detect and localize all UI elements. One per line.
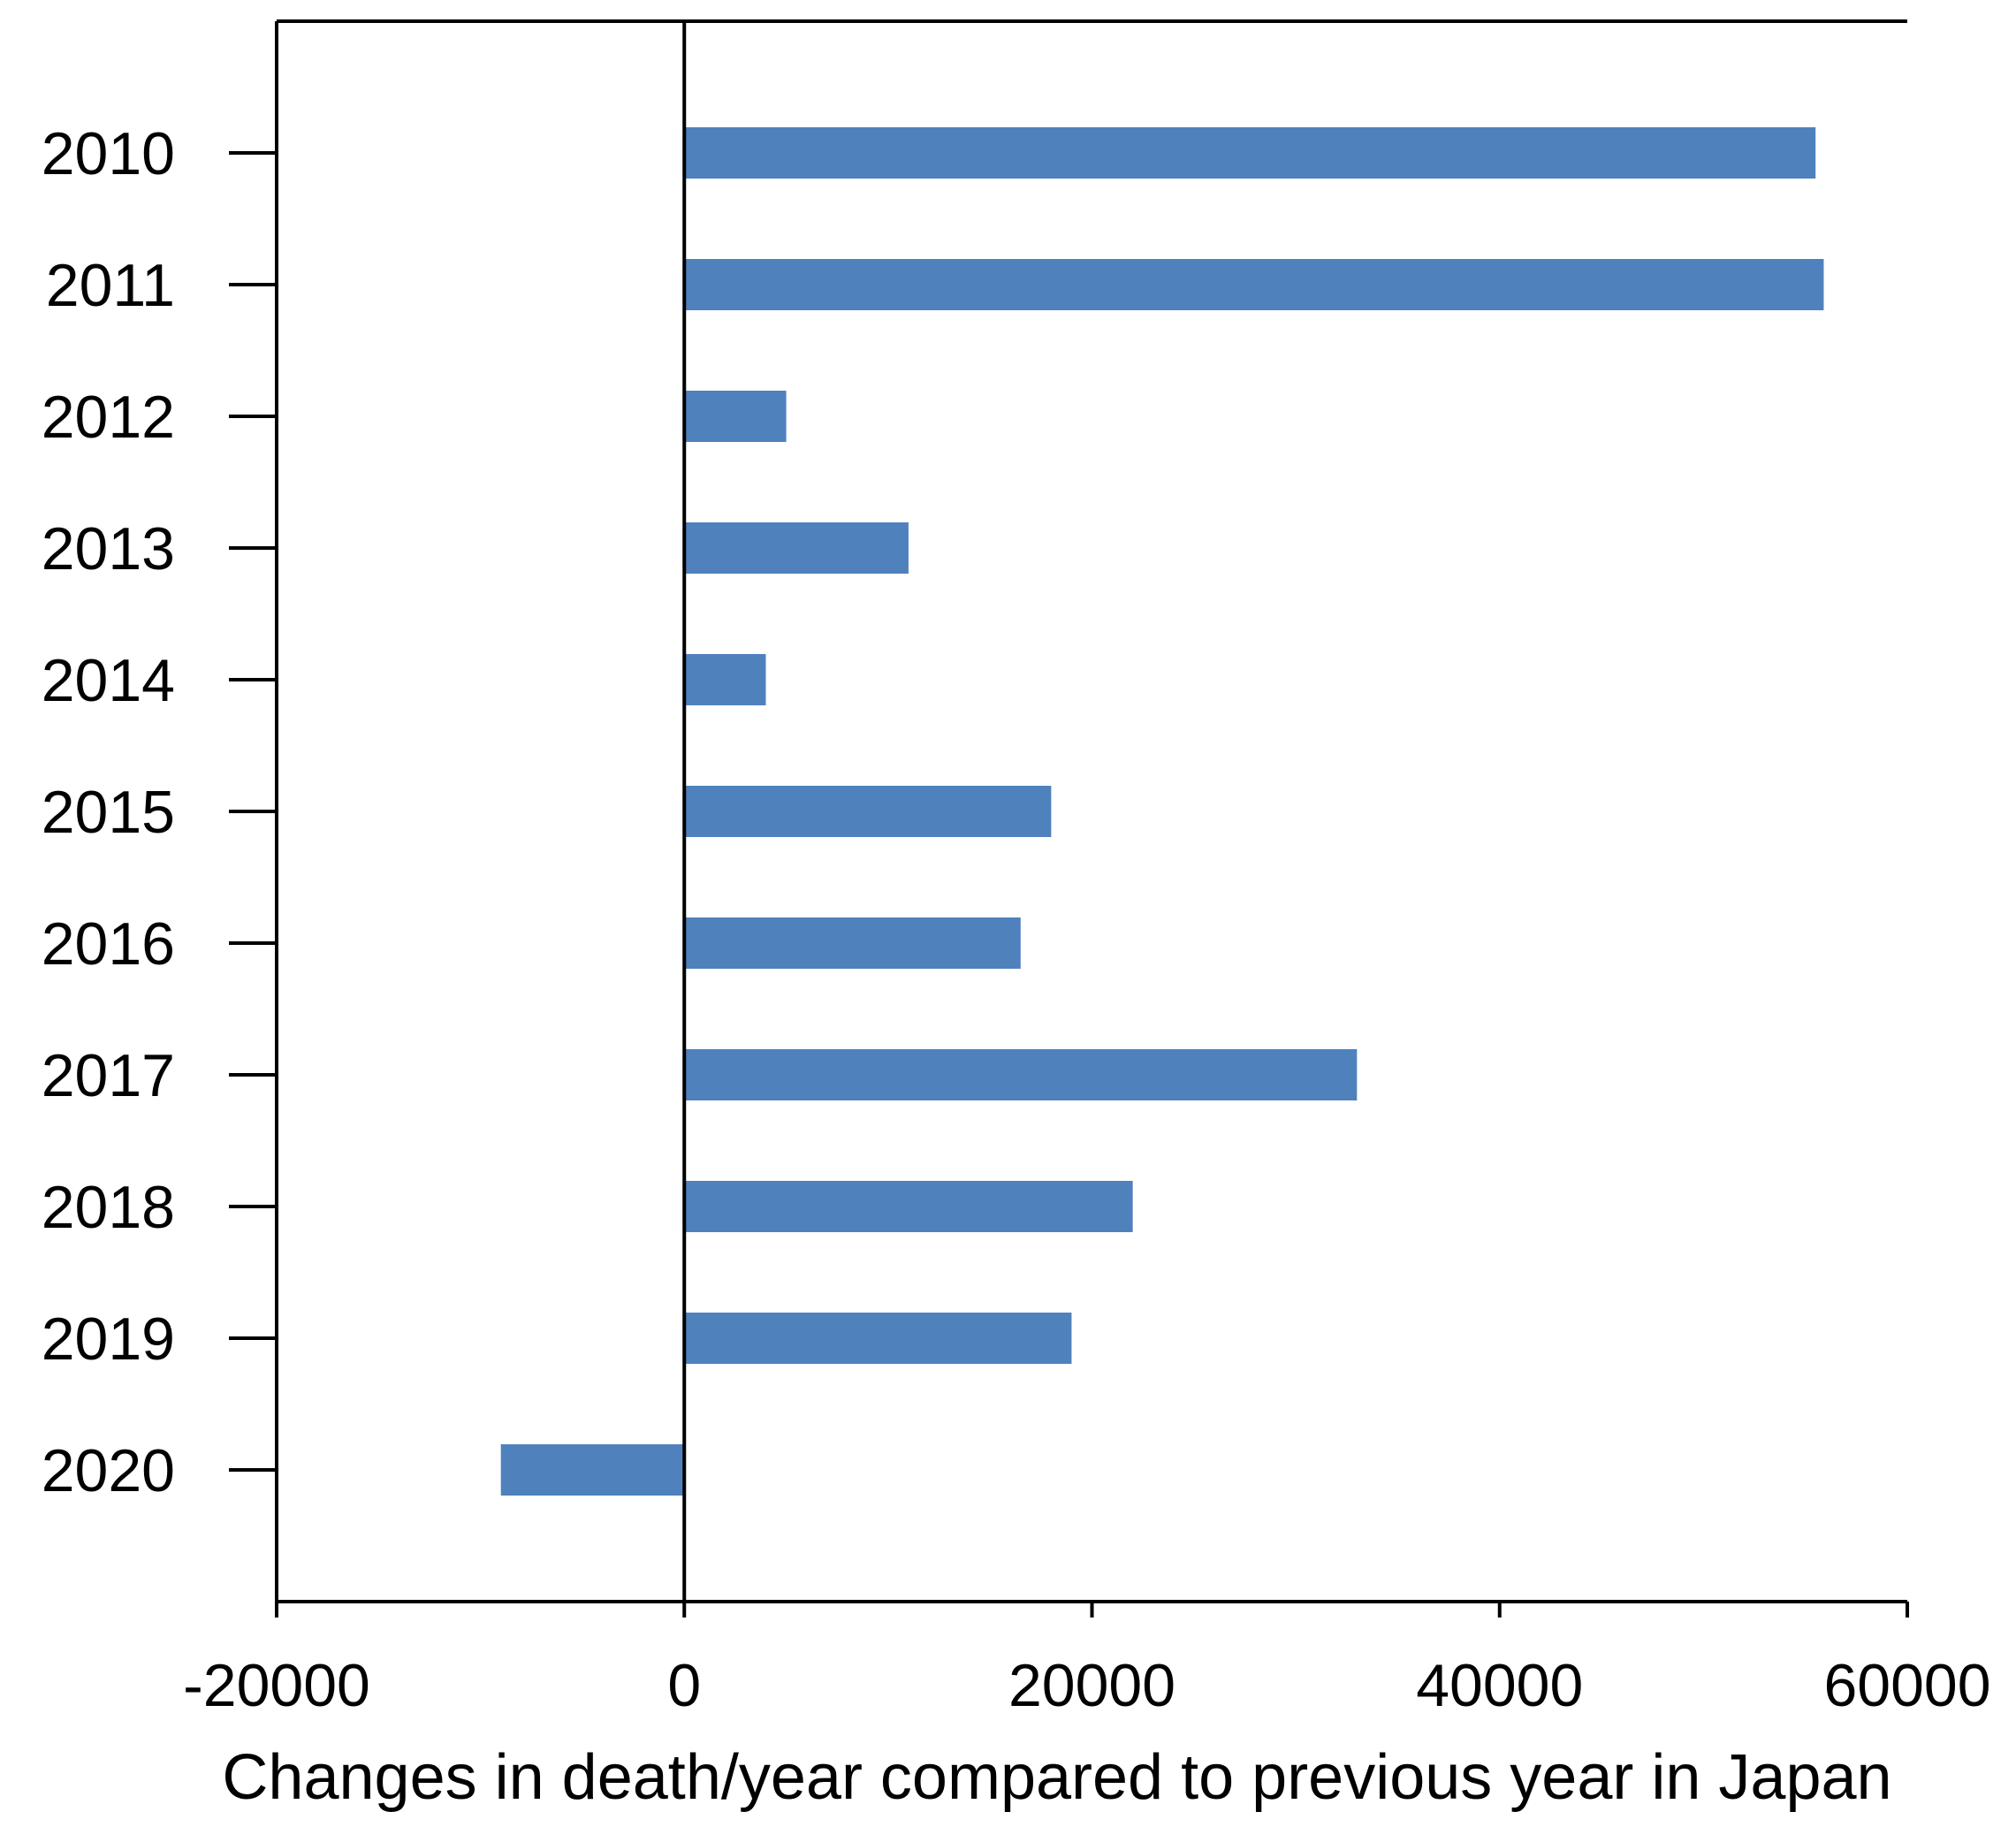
y-tick-label: 2020: [42, 1437, 175, 1504]
bar-2017: [684, 1049, 1358, 1100]
bars: [500, 127, 1824, 1496]
bar-2012: [684, 391, 787, 442]
y-tick-label: 2019: [42, 1306, 175, 1373]
y-tick-label: 2016: [42, 910, 175, 978]
y-tick-label: 2010: [42, 120, 175, 187]
bar-2015: [684, 786, 1052, 837]
x-tick-label: 0: [667, 1652, 701, 1719]
y-tick-label: 2018: [42, 1174, 175, 1241]
x-axis-ticks: -20000 0 20000 40000 60000: [183, 1602, 1991, 1719]
bar-2014: [684, 654, 766, 705]
x-tick-label: 40000: [1416, 1652, 1583, 1719]
y-tick-label: 2015: [42, 779, 175, 846]
plot-frame: [275, 19, 1907, 1603]
x-axis-title: Changes in death/year compared to previo…: [222, 1742, 1891, 1813]
y-tick-label: 2012: [42, 384, 175, 451]
y-tick-label: 2014: [42, 647, 175, 714]
x-tick-label: 60000: [1823, 1652, 1990, 1719]
bar-2018: [684, 1181, 1133, 1232]
x-tick-label: -20000: [183, 1652, 370, 1719]
bar-2013: [684, 522, 909, 574]
bar-2011: [684, 259, 1824, 310]
bar-2016: [684, 917, 1021, 969]
bar-2020: [500, 1444, 685, 1496]
y-tick-label: 2013: [42, 515, 175, 582]
bar-2019: [684, 1313, 1072, 1364]
y-tick-label: 2017: [42, 1042, 175, 1109]
y-axis-ticks: 2010 2011 2012 2013 2014 2015 2016 2017 2018 2019…: [42, 120, 277, 1504]
y-tick-label: 2011: [46, 252, 175, 319]
bar-2010: [684, 127, 1816, 179]
x-tick-label: 20000: [1008, 1652, 1175, 1719]
